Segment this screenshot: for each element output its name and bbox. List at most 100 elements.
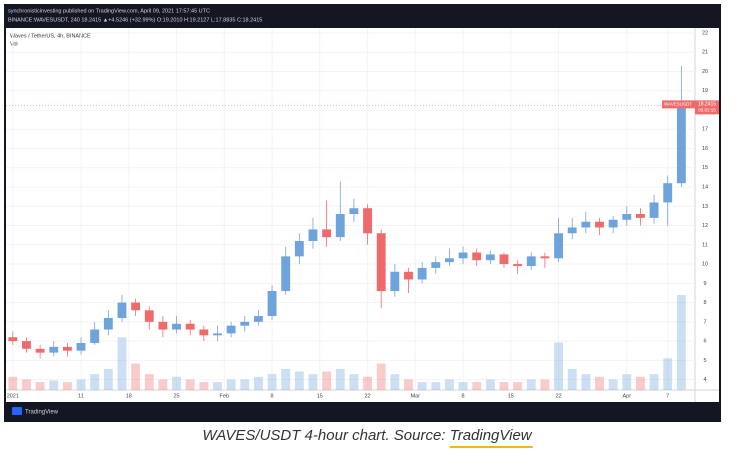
- y-tick-label: 7: [703, 319, 706, 325]
- volume-bar: [431, 382, 441, 390]
- caption-text: WAVES/USDT 4-hour chart. Source:: [202, 427, 449, 444]
- plot: 4567891011121314151617181920212220211118…: [6, 28, 719, 399]
- x-tick-label: Mar: [411, 393, 421, 399]
- volume-bar: [8, 376, 18, 390]
- volume-bar: [581, 374, 591, 390]
- volume-bar: [608, 379, 618, 390]
- y-tick-label: 20: [702, 69, 708, 75]
- candle-body: [649, 202, 659, 218]
- volume-bar: [172, 376, 181, 390]
- candle-body: [213, 333, 222, 336]
- y-tick-label: 9: [703, 281, 706, 287]
- caption-link[interactable]: TradingView: [450, 427, 533, 444]
- volume-bar: [622, 374, 632, 390]
- candle-body: [458, 252, 468, 259]
- y-tick-label: 15: [702, 165, 708, 171]
- candle-body: [335, 214, 345, 238]
- volume-bar: [131, 363, 141, 390]
- volume-bar: [513, 382, 523, 390]
- candle-body: [62, 346, 72, 351]
- branding: TradingView: [25, 410, 59, 416]
- x-tick-label: 2021: [7, 393, 19, 399]
- candle-body: [35, 348, 45, 353]
- candle-body: [308, 229, 318, 241]
- volume-bar: [62, 382, 72, 390]
- candle-body: [554, 233, 563, 259]
- volume-bar: [335, 368, 345, 390]
- x-tick-label: 8: [271, 393, 274, 399]
- x-tick-label: 25: [173, 393, 179, 399]
- candle-body: [49, 346, 59, 353]
- y-tick-label: 19: [702, 88, 708, 94]
- candle-body: [513, 264, 523, 266]
- volume-bar: [294, 371, 304, 390]
- legend-title: Waves / TetherUS, 4h, BINANCE: [10, 33, 91, 39]
- y-tick-label: 12: [702, 223, 708, 229]
- volume-bar: [281, 368, 291, 390]
- x-tick-label: 22: [556, 393, 562, 399]
- price-label-box: [695, 100, 719, 115]
- volume-bar: [240, 379, 250, 390]
- volume-bar: [499, 382, 509, 390]
- candle-body: [199, 329, 209, 336]
- volume-bar: [90, 374, 100, 390]
- symbol-line: BINANCE:WAVESUSDT, 240 18.2415 ▲+4.5246 …: [8, 17, 262, 23]
- x-tick-label: 11: [78, 393, 84, 399]
- candle-body: [376, 233, 386, 292]
- candle-body: [676, 105, 686, 184]
- volume-bar: [117, 337, 127, 390]
- candle-body: [622, 214, 632, 220]
- candle-body: [117, 302, 127, 318]
- candle-body: [294, 240, 304, 257]
- candle-body: [226, 325, 236, 334]
- last-price-label: 18.2415: [698, 102, 716, 108]
- x-tick-label: 15: [508, 393, 514, 399]
- y-tick-label: 14: [702, 184, 708, 190]
- candle-body: [635, 214, 645, 218]
- volume-bar: [267, 374, 277, 390]
- candle-body: [322, 229, 332, 238]
- candle-body: [595, 221, 604, 228]
- candle-body: [144, 310, 154, 322]
- candle-body: [663, 183, 673, 203]
- y-tick-label: 4: [703, 377, 706, 383]
- volume-bar: [649, 374, 659, 390]
- volume-bar: [376, 363, 386, 390]
- countdown: 05:02:15: [698, 108, 716, 113]
- x-tick-label: 18: [126, 393, 132, 399]
- volume-bar: [213, 382, 222, 390]
- volume-bar: [35, 382, 45, 390]
- volume-bar: [322, 371, 332, 390]
- y-tick-label: 17: [702, 127, 708, 133]
- volume-bar: [76, 379, 86, 390]
- x-tick-label: Apr: [623, 393, 632, 399]
- volume-bar: [103, 368, 113, 390]
- candle-body: [444, 258, 454, 263]
- candle-body: [390, 271, 400, 292]
- volume-bar: [363, 376, 372, 390]
- volume-bar: [526, 379, 536, 390]
- volume-bar: [308, 374, 318, 390]
- volume-bar: [158, 379, 168, 390]
- caption: WAVES/USDT 4-hour chart. Source: Trading…: [202, 427, 532, 444]
- caption-underline: [449, 446, 533, 448]
- candle-body: [485, 254, 495, 261]
- candle-body: [526, 256, 536, 266]
- candle-body: [472, 252, 482, 261]
- x-tick-label: 7: [666, 393, 669, 399]
- x-tick-label: 22: [364, 393, 370, 399]
- volume-bar: [253, 376, 263, 390]
- volume-bar: [676, 295, 686, 390]
- candle-body: [567, 227, 577, 234]
- candle-body: [540, 256, 550, 259]
- volume-bar: [540, 379, 550, 390]
- candle-body: [363, 208, 372, 234]
- candle-body: [417, 267, 427, 280]
- candle-body: [158, 321, 168, 330]
- candle-body: [349, 208, 359, 214]
- volume-bar: [349, 374, 359, 390]
- candle-body: [172, 323, 181, 330]
- candle-body: [499, 254, 509, 265]
